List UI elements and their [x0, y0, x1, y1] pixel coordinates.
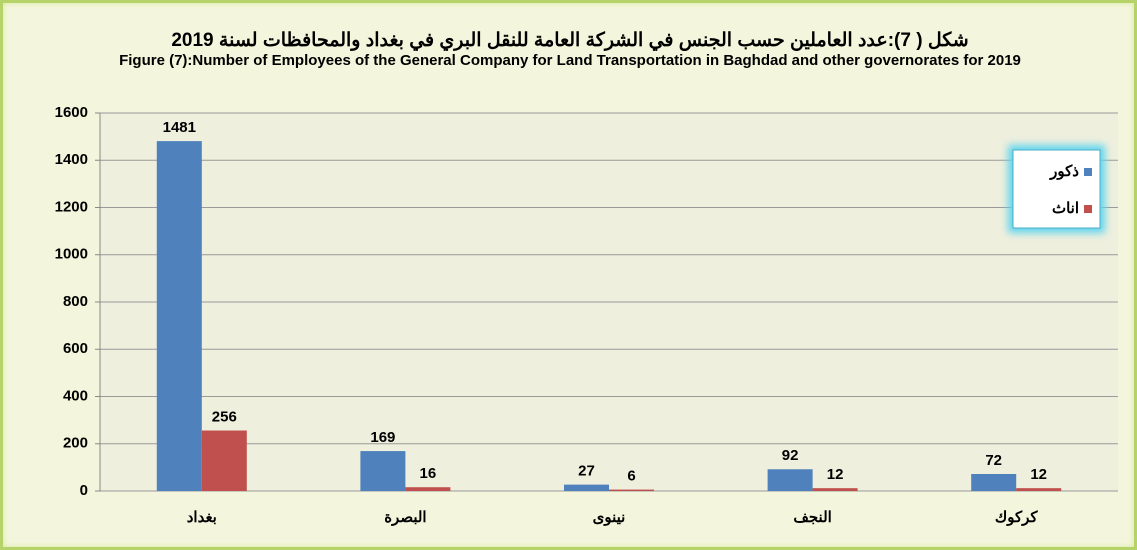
bar: [609, 489, 654, 491]
data-label: 169: [370, 429, 395, 446]
legend-swatch: [1084, 168, 1092, 176]
legend-label: ذكور: [1049, 163, 1079, 180]
legend: [1012, 149, 1101, 229]
y-tick-label: 1600: [55, 104, 88, 121]
legend-label: اناث: [1052, 200, 1079, 217]
y-tick-label: 600: [63, 340, 88, 357]
x-tick-label: نينوى: [593, 509, 626, 526]
y-tick-label: 1000: [55, 246, 88, 263]
x-tick-label: بغداد: [187, 509, 217, 526]
data-label: 256: [212, 408, 237, 425]
bar: [360, 451, 406, 491]
y-tick-label: 0: [80, 482, 88, 499]
bar: [201, 430, 247, 491]
y-tick-label: 400: [63, 387, 88, 404]
chart-title: شكل ( 7):عدد العاملين حسب الجنس في الشرك…: [171, 30, 969, 51]
x-tick-label: البصرة: [384, 509, 426, 526]
data-label: 6: [627, 468, 635, 485]
bar: [564, 484, 609, 491]
data-label: 72: [985, 452, 1002, 469]
y-tick-label: 200: [63, 435, 88, 452]
bar: [812, 488, 858, 491]
data-label: 12: [1030, 466, 1047, 483]
data-label: 16: [420, 465, 437, 482]
data-label: 92: [782, 447, 799, 464]
legend-swatch: [1084, 205, 1092, 213]
x-tick-label: كركوك: [995, 509, 1039, 526]
chart-subtitle: Figure (7):Number of Employees of the Ge…: [119, 52, 1021, 69]
data-label: 27: [578, 463, 595, 480]
data-label: 1481: [163, 119, 196, 136]
bar: [971, 473, 1017, 491]
bar: [1016, 488, 1062, 491]
x-tick-label: النجف: [793, 509, 831, 526]
y-tick-label: 1400: [55, 151, 88, 168]
y-tick-label: 800: [63, 293, 88, 310]
y-tick-label: 1200: [55, 198, 88, 215]
titles: شكل ( 7):عدد العاملين حسب الجنس في الشرك…: [60, 30, 1080, 69]
bar: [405, 487, 451, 491]
data-label: 12: [827, 466, 844, 483]
bar: [156, 141, 202, 491]
bar: [767, 469, 813, 491]
